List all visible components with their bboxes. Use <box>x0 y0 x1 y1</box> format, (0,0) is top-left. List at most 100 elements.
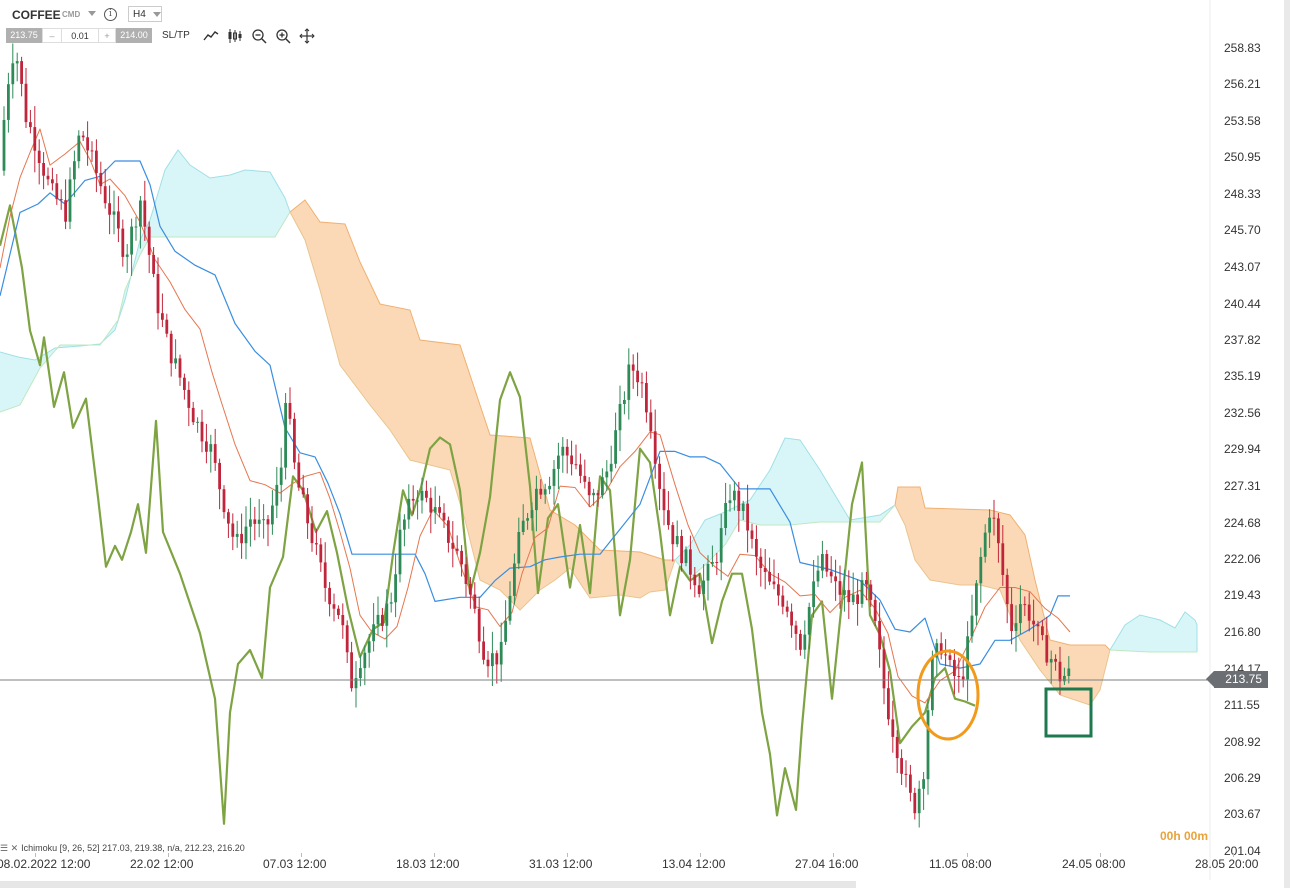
candle-body <box>662 488 666 511</box>
y-tick-label: 237.82 <box>1224 332 1261 347</box>
candle <box>592 488 595 506</box>
candle <box>29 109 32 134</box>
senkou-a-line <box>0 149 291 361</box>
candle-body <box>108 203 111 215</box>
candle-body <box>909 774 912 793</box>
chevron-down-icon[interactable] <box>88 11 96 16</box>
candle <box>108 185 111 235</box>
candle <box>398 513 402 583</box>
candle-body <box>95 150 98 173</box>
indicator-menu-icon[interactable]: ☰ ✕ <box>0 843 19 853</box>
candle-body <box>147 226 151 255</box>
candle-body <box>680 536 683 564</box>
zoom-in-icon[interactable] <box>275 28 291 44</box>
candle <box>609 445 613 483</box>
vertical-scrollbar[interactable] <box>1284 0 1290 888</box>
candle-body <box>689 549 692 575</box>
candle-body <box>1049 658 1053 663</box>
candle <box>1045 616 1049 666</box>
candle <box>491 631 494 686</box>
candle-body <box>565 446 569 456</box>
candle-body <box>1023 604 1027 606</box>
candle-body <box>117 211 120 229</box>
candle-body <box>196 421 199 423</box>
candle-body <box>319 544 323 563</box>
candle-body <box>284 403 287 468</box>
candle-body <box>191 407 195 423</box>
candle <box>266 515 270 547</box>
candle-body <box>359 668 362 679</box>
candle <box>1027 592 1031 632</box>
volume-input[interactable]: 0.01 <box>62 28 98 43</box>
candle <box>807 602 811 650</box>
candle <box>218 458 221 510</box>
candle <box>350 641 353 692</box>
candle <box>112 190 116 235</box>
candle-body <box>77 135 81 162</box>
senkou-b-line <box>1109 649 1197 653</box>
x-tick-mark <box>567 853 568 857</box>
candle-body <box>447 520 450 543</box>
candle-body <box>847 590 851 603</box>
candle <box>411 485 415 515</box>
candlestick-type-icon[interactable] <box>227 28 243 44</box>
indicator-legend[interactable]: ☰ ✕ Ichimoku [9, 26, 52] 217.03, 219.38, … <box>0 843 245 854</box>
candle-body <box>477 608 481 642</box>
x-tick-label: 28.05 20:00 <box>1195 857 1259 871</box>
candle-body <box>997 518 1000 544</box>
candle-body <box>1045 635 1049 663</box>
candle-body <box>733 490 736 501</box>
y-tick-label: 224.68 <box>1224 515 1261 530</box>
timeframe-select[interactable]: H4 <box>128 6 162 22</box>
volume-decrease-button[interactable]: – <box>42 28 62 43</box>
line-chart-icon[interactable] <box>203 28 219 44</box>
candle-body <box>372 624 375 642</box>
candle-body <box>803 634 807 650</box>
candle-body <box>878 620 881 650</box>
candle <box>81 131 85 141</box>
candle-body <box>609 463 613 472</box>
candle-body <box>1010 604 1013 631</box>
candle <box>1032 599 1035 642</box>
candle <box>33 106 37 173</box>
candle <box>37 139 41 185</box>
candle-body <box>530 510 534 519</box>
candle <box>90 141 94 162</box>
candle <box>86 121 89 166</box>
buy-price-button[interactable]: 214.00 <box>116 28 152 43</box>
candle <box>781 585 785 615</box>
crosshair-move-icon[interactable] <box>299 28 315 44</box>
candle-body <box>112 211 116 215</box>
horizontal-scrollbar[interactable] <box>0 881 856 888</box>
zoom-out-icon[interactable] <box>251 28 267 44</box>
candle <box>579 453 582 484</box>
candle <box>55 174 59 205</box>
candle-body <box>271 505 274 525</box>
candle <box>486 651 490 678</box>
candle-body <box>992 517 996 519</box>
candle-body <box>966 636 969 680</box>
sell-price-button[interactable]: 213.75 <box>6 28 42 43</box>
candle-body <box>931 657 934 711</box>
candle <box>253 506 257 541</box>
info-icon[interactable]: i <box>104 8 117 21</box>
candle-body <box>235 533 239 537</box>
candle <box>147 221 151 274</box>
candle-body <box>508 595 512 621</box>
candle <box>125 244 129 273</box>
sltp-button[interactable]: SL/TP <box>162 30 190 41</box>
candle <box>513 553 516 605</box>
symbol-label[interactable]: COFFEE <box>12 8 61 22</box>
volume-increase-button[interactable]: + <box>98 28 116 43</box>
candle-body <box>561 446 565 456</box>
candle-body <box>381 614 384 626</box>
candle-body <box>790 611 793 626</box>
candle <box>645 371 648 423</box>
candle-body <box>42 163 45 176</box>
candle-body <box>337 608 340 616</box>
candle <box>939 632 943 660</box>
candle-body <box>7 84 10 120</box>
candle-body <box>552 468 556 486</box>
y-tick-label: 201.04 <box>1224 844 1261 858</box>
